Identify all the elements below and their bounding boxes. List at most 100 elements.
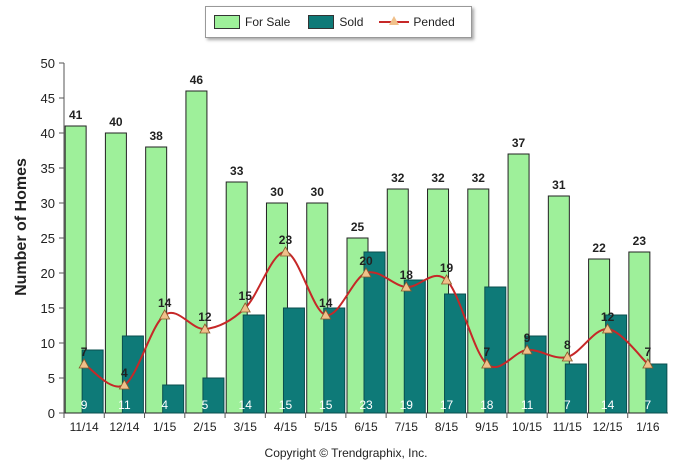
for-sale-value-label: 38 [149,129,163,143]
for-sale-value-label: 41 [69,108,83,122]
pended-marker [561,351,574,362]
y-axis-title: Number of Homes [13,158,30,296]
pended-marker [521,344,533,355]
pended-marker [239,302,251,313]
for-sale-swatch [214,15,240,29]
sold-value-label: 15 [279,398,293,412]
pended-value-label: 4 [121,366,128,380]
pended-value-label: 20 [359,254,373,268]
for-sale-value-label: 25 [351,220,365,234]
legend-label-sold: Sold [339,15,364,29]
for-sale-value-label: 40 [109,115,123,129]
pended-marker [158,309,171,320]
for-sale-bar [507,153,530,414]
sold-bar [524,335,547,414]
sold-value-label: 11 [521,398,534,412]
sold-bar [162,384,185,414]
sold-value-label: 19 [400,398,414,412]
y-tick-label: 25 [41,231,55,246]
for-sale-value-label: 32 [431,171,445,185]
for-sale-bar [185,90,208,414]
x-tick-label: 1/16 [636,420,660,434]
sold-value-label: 14 [601,398,615,412]
x-tick-label: 7/15 [395,420,419,434]
for-sale-bar [145,146,168,414]
pended-value-label: 8 [564,338,571,352]
pended-swatch [379,15,410,29]
pended-marker [320,309,332,320]
sold-bar [202,377,225,414]
sold-value-label: 14 [239,398,253,412]
pended-value-label: 15 [239,289,253,303]
pended-value-label: 14 [158,296,172,310]
pended-marker [481,358,493,369]
x-tick-label: 12/14 [109,420,139,434]
sold-value-label: 11 [118,398,131,412]
chart-legend: For Sale Sold Pended [205,6,472,38]
legend-label-pended: Pended [413,15,455,29]
pended-value-label: 12 [601,310,615,324]
y-tick-label: 20 [41,266,55,281]
for-sale-value-label: 37 [512,136,526,150]
for-sale-value-label: 46 [190,73,204,87]
sold-swatch [308,15,335,29]
y-tick-label: 15 [41,301,55,316]
pended-marker [400,281,412,292]
pended-marker [199,323,211,334]
pended-value-label: 7 [645,345,652,359]
pended-marker [78,358,90,369]
for-sale-value-label: 33 [230,164,244,178]
legend-item-for-sale: For Sale [214,15,290,29]
copyright-text: Copyright © Trendgraphix, Inc. [264,446,428,460]
pended-value-label: 12 [198,310,212,324]
y-tick-label: 10 [41,336,55,351]
sold-bars [81,251,668,414]
x-tick-label: 8/15 [435,420,459,434]
x-tick-label: 2/15 [193,420,217,434]
for-sale-value-label: 30 [311,185,325,199]
pended-value-label: 19 [440,261,454,275]
sold-bar [645,363,668,414]
y-tick-label: 50 [41,56,55,71]
for-sale-value-label: 31 [552,178,566,192]
legend-item-pended: Pended [379,15,455,29]
sold-value-label: 7 [645,398,652,412]
legend-label-for-sale: For Sale [245,15,291,29]
for-sale-value-label: 30 [270,185,284,199]
pended-value-label: 7 [81,345,88,359]
sold-value-label: 4 [161,398,168,412]
sold-bar [282,307,305,414]
x-tick-label: 9/15 [475,420,499,434]
y-tick-label: 5 [48,371,55,386]
pended-value-label: 14 [319,296,333,310]
sold-value-label: 15 [319,398,333,412]
sold-value-label: 17 [440,398,454,412]
sold-bar [605,314,628,414]
sold-bar [363,251,386,414]
for-sale-bar [225,181,248,414]
for-sale-bar [64,125,87,414]
y-tick-label: 0 [48,406,55,421]
sold-value-label: 7 [564,398,571,412]
x-tick-label: 10/15 [512,420,542,434]
x-tick-label: 6/15 [354,420,378,434]
pended-marker [642,358,654,369]
for-sale-bar [104,132,127,414]
pended-marker [601,323,614,334]
x-tick-label: 12/15 [593,420,623,434]
sold-value-label: 18 [480,398,494,412]
sold-bar [484,286,507,414]
sold-value-label: 23 [359,398,373,412]
legend-item-sold: Sold [308,15,363,29]
sold-value-label: 5 [202,398,209,412]
pended-value-label: 18 [400,268,414,282]
sold-bar [323,307,346,414]
x-tick-label: 3/15 [234,420,258,434]
for-sale-value-label: 32 [391,171,405,185]
y-tick-label: 35 [41,161,55,176]
sold-bar [242,314,265,414]
data-labels: 4194011384465331430153015252332193217321… [69,73,652,412]
pended-value-label: 23 [279,233,293,247]
